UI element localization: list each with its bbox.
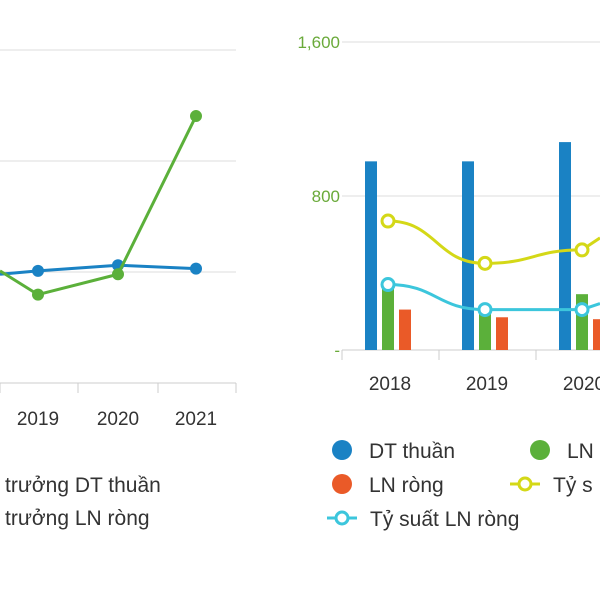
right-x-tick-label: 2018 xyxy=(369,374,411,395)
right-legend-label: Tỷ s xyxy=(553,474,593,497)
right-y-tick-label: 800 xyxy=(312,187,340,206)
left-x-tick-label: 2020 xyxy=(97,409,139,430)
left-x-tick-label: 2019 xyxy=(17,409,59,430)
right-bar xyxy=(462,161,474,350)
left-series-point xyxy=(32,288,44,301)
growth-line-chart: 2019 2020 2021 trưởng DT thuần trưởng LN rò… xyxy=(0,49,237,530)
right-legend-label: DT thuần xyxy=(369,440,455,463)
revenue-profit-chart: 1,600 800 - 2018 2019 2020 DT thuần LN LN ròng… xyxy=(297,33,600,531)
right-legend-label: LN xyxy=(567,440,594,463)
right-y-tick-label: 1,600 xyxy=(297,33,340,52)
right-x-tick-label: 2019 xyxy=(466,374,508,395)
left-series-point xyxy=(190,110,202,123)
right-bar xyxy=(496,317,508,350)
left-legend-label: trưởng DT thuần xyxy=(5,474,161,497)
legend-dot-marker xyxy=(332,440,352,460)
right-legend-label: LN ròng xyxy=(369,474,444,497)
right-bar xyxy=(399,309,411,350)
legend-line-marker-dot xyxy=(517,476,533,492)
right-series-point xyxy=(574,242,590,258)
legend-dot-marker xyxy=(530,440,550,460)
left-legend-label: trưởng LN ròng xyxy=(5,507,150,530)
legend-line-marker-dot xyxy=(334,510,350,526)
right-series-point xyxy=(477,302,493,318)
right-series-point xyxy=(477,255,493,271)
right-legend-label: Tỷ suất LN ròng xyxy=(370,508,519,531)
right-series-point xyxy=(380,213,396,229)
left-series-line xyxy=(0,115,198,297)
right-bar xyxy=(559,142,571,350)
right-bar xyxy=(593,319,600,350)
left-series-point xyxy=(190,262,202,275)
right-bar xyxy=(382,286,394,350)
left-series-point xyxy=(32,264,44,277)
left-series-point xyxy=(112,268,124,281)
right-bar xyxy=(365,161,377,350)
right-series-point xyxy=(574,302,590,318)
right-series-point xyxy=(380,277,396,293)
legend-dot-marker xyxy=(332,474,352,494)
right-bar xyxy=(479,309,491,350)
left-series-line xyxy=(0,263,197,276)
right-y-tick-label: - xyxy=(334,341,340,360)
left-x-tick-label: 2021 xyxy=(175,409,217,430)
right-x-tick-label: 2020 xyxy=(563,374,600,395)
